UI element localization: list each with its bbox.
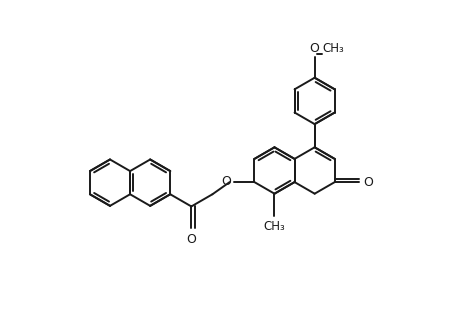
Text: O: O xyxy=(309,42,319,55)
Text: O: O xyxy=(221,175,231,188)
Text: O: O xyxy=(363,176,373,188)
Text: CH₃: CH₃ xyxy=(264,220,286,232)
Text: CH₃: CH₃ xyxy=(322,42,345,55)
Text: O: O xyxy=(186,233,196,246)
